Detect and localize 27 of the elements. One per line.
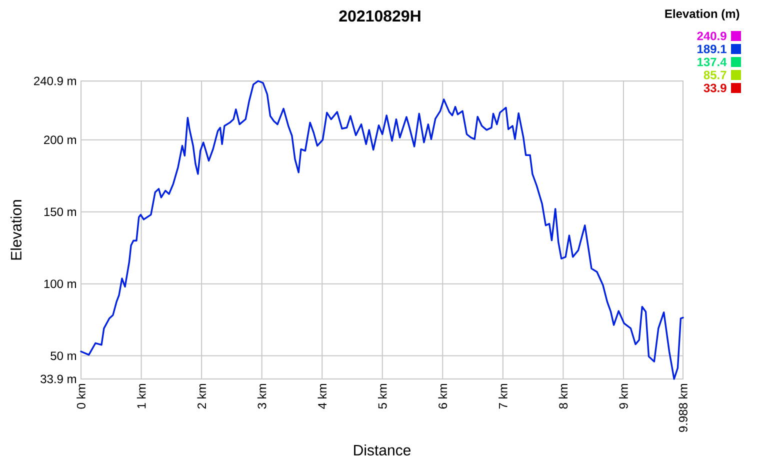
y-tick-label: 50 m <box>50 352 76 360</box>
x-tick-label: 0 km <box>76 384 86 409</box>
y-axis-title: Elevation <box>10 200 22 260</box>
x-tick-label: 5 km <box>378 384 387 409</box>
x-tick-label: 9 km <box>619 384 628 409</box>
y-tick-label: 200 m <box>44 136 76 144</box>
x-tick-label: 2 km <box>197 384 206 409</box>
chart-title: 20210829H <box>339 10 420 22</box>
x-tick-label: 1 km <box>136 384 146 408</box>
line-series <box>80 80 684 380</box>
x-tick-label: 4 km <box>318 384 326 409</box>
x-tick-label: 7 km <box>498 384 508 409</box>
y-tick-label: 150 m <box>44 208 76 216</box>
x-tick-label: 3 km <box>257 384 266 409</box>
y-tick-label: 240.9 m <box>34 76 76 86</box>
color-bar-label: 240.9 <box>697 32 726 40</box>
color-bar-label: 137.4 <box>698 58 727 66</box>
y-tick-label: 100 m <box>44 280 76 288</box>
color-bar-label: 85.7 <box>704 70 726 80</box>
x-axis-title: Distance <box>354 444 411 456</box>
x-tick-label: 8 km <box>558 384 568 409</box>
color-bar-label: 33.9 <box>704 84 726 92</box>
x-tick-label: 6 km <box>438 384 448 409</box>
y-tick-label: 33.9 m <box>40 374 76 384</box>
x-tick-label: 9.988 km <box>678 384 688 432</box>
color-bar-label: 189.1 <box>698 44 726 54</box>
color-bar-title: Elevation (m) <box>665 9 740 20</box>
